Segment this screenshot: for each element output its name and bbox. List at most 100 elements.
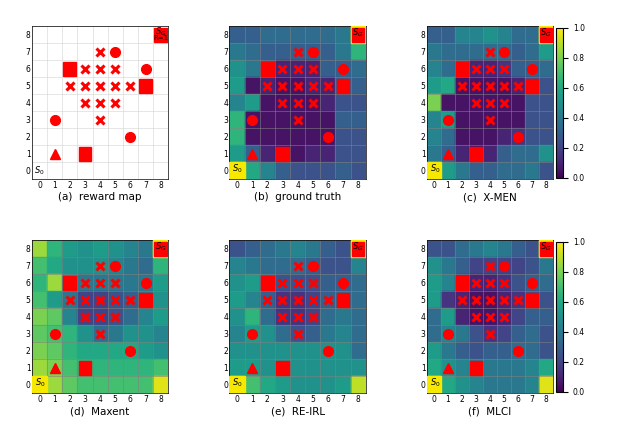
Bar [455,342,469,359]
Bar [335,111,351,128]
Bar [123,257,138,274]
Bar [483,128,497,145]
Bar [244,77,260,94]
Bar [139,79,152,93]
Bar [47,274,62,291]
Bar [455,43,469,60]
Bar [230,77,244,94]
Bar [305,240,320,257]
Bar [511,257,525,274]
Bar [497,128,511,145]
Bar [441,26,455,43]
Bar [123,309,138,325]
Bar [351,60,365,77]
Bar [441,291,455,309]
Bar [77,325,93,342]
Bar [275,240,290,257]
Bar [93,325,108,342]
Bar [320,94,335,111]
Bar [427,77,441,94]
Bar [32,257,47,274]
Bar [525,376,539,393]
Bar [108,359,123,376]
Bar [244,342,260,359]
Bar [497,77,511,94]
Bar [427,376,441,393]
Bar [511,43,525,60]
Bar [63,62,76,76]
Bar [427,60,441,77]
Bar [352,242,365,256]
Bar [244,309,260,325]
Bar [275,43,290,60]
Bar [290,162,305,179]
Bar [154,28,167,42]
Bar [77,257,93,274]
Bar [244,60,260,77]
Bar [77,309,93,325]
Bar [230,162,244,179]
Bar [335,145,351,162]
Bar [320,145,335,162]
Bar [62,376,77,393]
Bar [427,240,441,257]
Bar [62,359,77,376]
Bar [260,145,275,162]
Bar [455,257,469,274]
Bar [525,325,539,342]
Bar [138,325,153,342]
X-axis label: (b)  ground truth: (b) ground truth [254,192,341,202]
Bar [305,60,320,77]
Bar [539,359,553,376]
Bar [455,128,469,145]
Bar [153,240,168,257]
Bar [427,376,441,393]
Bar [230,43,244,60]
Bar [153,359,168,376]
Bar [511,145,525,162]
Bar [123,274,138,291]
Bar [275,257,290,274]
Bar [93,257,108,274]
Bar [290,274,305,291]
Bar [93,291,108,309]
Bar [427,94,441,111]
Bar [539,43,553,60]
Bar [290,26,305,43]
Bar [305,359,320,376]
Bar [483,376,497,393]
Text: $S_0$: $S_0$ [429,163,440,175]
Bar [337,79,349,93]
Bar [275,309,290,325]
Bar [540,28,552,42]
Bar [275,26,290,43]
Bar [230,376,244,393]
Bar [244,111,260,128]
Text: $S_G$: $S_G$ [155,241,166,253]
Bar [470,361,482,375]
Bar [469,26,483,43]
Bar [539,291,553,309]
Bar [260,309,275,325]
Bar [305,94,320,111]
Bar [244,94,260,111]
Bar [47,359,62,376]
Bar [539,342,553,359]
Bar [123,325,138,342]
Bar [139,293,152,307]
Bar [305,145,320,162]
Bar [469,376,483,393]
Bar [335,309,351,325]
Bar [539,77,553,94]
Bar [275,291,290,309]
Bar [497,274,511,291]
Bar [441,342,455,359]
Bar [525,77,539,94]
Bar [320,291,335,309]
Bar [305,274,320,291]
Bar [525,94,539,111]
Bar [539,274,553,291]
Bar [260,342,275,359]
Bar [427,359,441,376]
Bar [260,94,275,111]
